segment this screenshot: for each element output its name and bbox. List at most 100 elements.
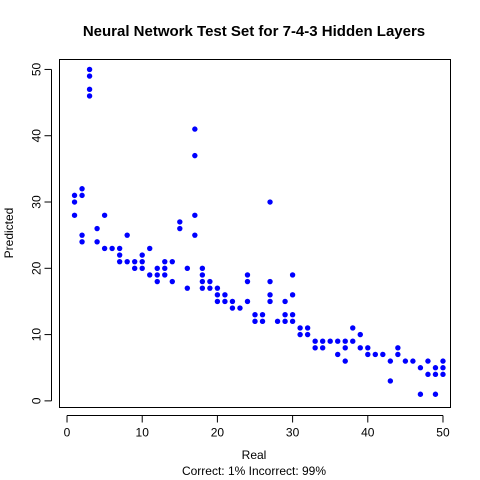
data-point — [94, 239, 100, 245]
data-point — [267, 298, 273, 305]
data-point — [342, 358, 348, 364]
data-point — [289, 318, 296, 325]
data-point — [244, 278, 251, 285]
data-point — [147, 272, 153, 278]
data-point — [199, 278, 206, 285]
data-point — [222, 298, 228, 305]
data-point — [86, 73, 93, 79]
data-point — [380, 351, 386, 358]
data-point — [274, 318, 281, 325]
data-point — [207, 278, 213, 285]
data-point — [169, 278, 175, 285]
data-point — [342, 345, 348, 351]
data-point — [350, 338, 356, 344]
x-tick-label: 30 — [286, 426, 300, 440]
data-point — [177, 225, 183, 232]
data-point — [259, 312, 266, 318]
x-axis: 0 10 20 30 40 50 — [64, 415, 450, 440]
data-point — [199, 265, 206, 271]
data-point — [267, 278, 273, 285]
data-point — [402, 358, 409, 364]
data-point — [154, 278, 160, 285]
y-axis: 0 10 20 30 40 50 — [30, 62, 52, 404]
data-point — [304, 331, 311, 338]
x-tick-label: 40 — [361, 426, 375, 440]
data-point — [229, 298, 236, 305]
chart-title: Neural Network Test Set for 7-4-3 Hidden… — [83, 23, 425, 40]
data-point — [252, 318, 258, 325]
data-point — [116, 258, 123, 265]
data-point — [101, 245, 108, 252]
data-point — [71, 199, 78, 205]
data-point — [229, 305, 236, 311]
data-point — [192, 212, 198, 218]
data-point — [244, 298, 251, 305]
data-point — [259, 318, 266, 325]
data-point — [417, 391, 424, 397]
data-point — [116, 245, 123, 252]
data-point — [71, 192, 78, 199]
data-point — [79, 239, 85, 245]
data-point — [169, 258, 175, 265]
data-point — [116, 252, 123, 258]
plot-frame — [59, 59, 451, 408]
x-tick-label: 0 — [64, 426, 71, 440]
data-point — [177, 219, 183, 225]
data-point — [440, 358, 446, 364]
data-point — [440, 371, 446, 378]
data-point — [297, 325, 303, 331]
y-tick-label: 50 — [30, 62, 44, 76]
data-point — [395, 351, 401, 358]
y-tick-label: 40 — [30, 129, 44, 143]
data-point — [154, 265, 160, 271]
data-point — [207, 285, 213, 291]
data-point — [312, 338, 318, 344]
data-point — [365, 351, 371, 358]
data-point — [139, 258, 145, 265]
data-point — [304, 325, 311, 331]
data-point — [139, 265, 145, 271]
data-point — [79, 186, 85, 192]
data-point — [79, 232, 85, 238]
data-point — [395, 345, 401, 351]
data-point — [79, 192, 85, 199]
data-point — [192, 152, 198, 159]
data-point — [94, 225, 100, 232]
data-point — [267, 292, 273, 298]
data-point — [214, 292, 221, 298]
data-point — [289, 272, 296, 278]
data-point — [297, 331, 303, 338]
data-point — [410, 358, 416, 364]
data-point — [222, 292, 228, 298]
data-point — [154, 272, 160, 278]
y-tick-label: 0 — [30, 397, 44, 404]
data-point — [432, 391, 439, 397]
x-axis-label: Real — [242, 448, 267, 462]
data-point — [432, 371, 439, 378]
data-point — [124, 232, 130, 238]
chart-subtitle: Correct: 1% Incorrect: 99% — [182, 464, 326, 478]
data-point — [289, 292, 296, 298]
data-point — [425, 358, 431, 364]
data-point — [327, 338, 333, 344]
data-point — [86, 93, 93, 99]
data-point — [440, 365, 446, 371]
data-point — [387, 378, 394, 384]
data-point — [335, 338, 341, 344]
data-point — [192, 126, 198, 132]
data-point — [139, 252, 145, 258]
x-tick-label: 50 — [436, 426, 450, 440]
data-point — [162, 265, 168, 271]
data-point — [357, 345, 363, 351]
data-point — [162, 272, 168, 278]
data-point — [184, 265, 191, 271]
data-point — [319, 345, 326, 351]
x-tick-label: 20 — [211, 426, 225, 440]
y-axis-label: Predicted — [2, 208, 16, 259]
data-point — [417, 365, 424, 371]
data-point — [162, 258, 168, 265]
data-point — [131, 265, 138, 271]
y-tick-label: 10 — [30, 328, 44, 342]
data-point — [131, 258, 138, 265]
